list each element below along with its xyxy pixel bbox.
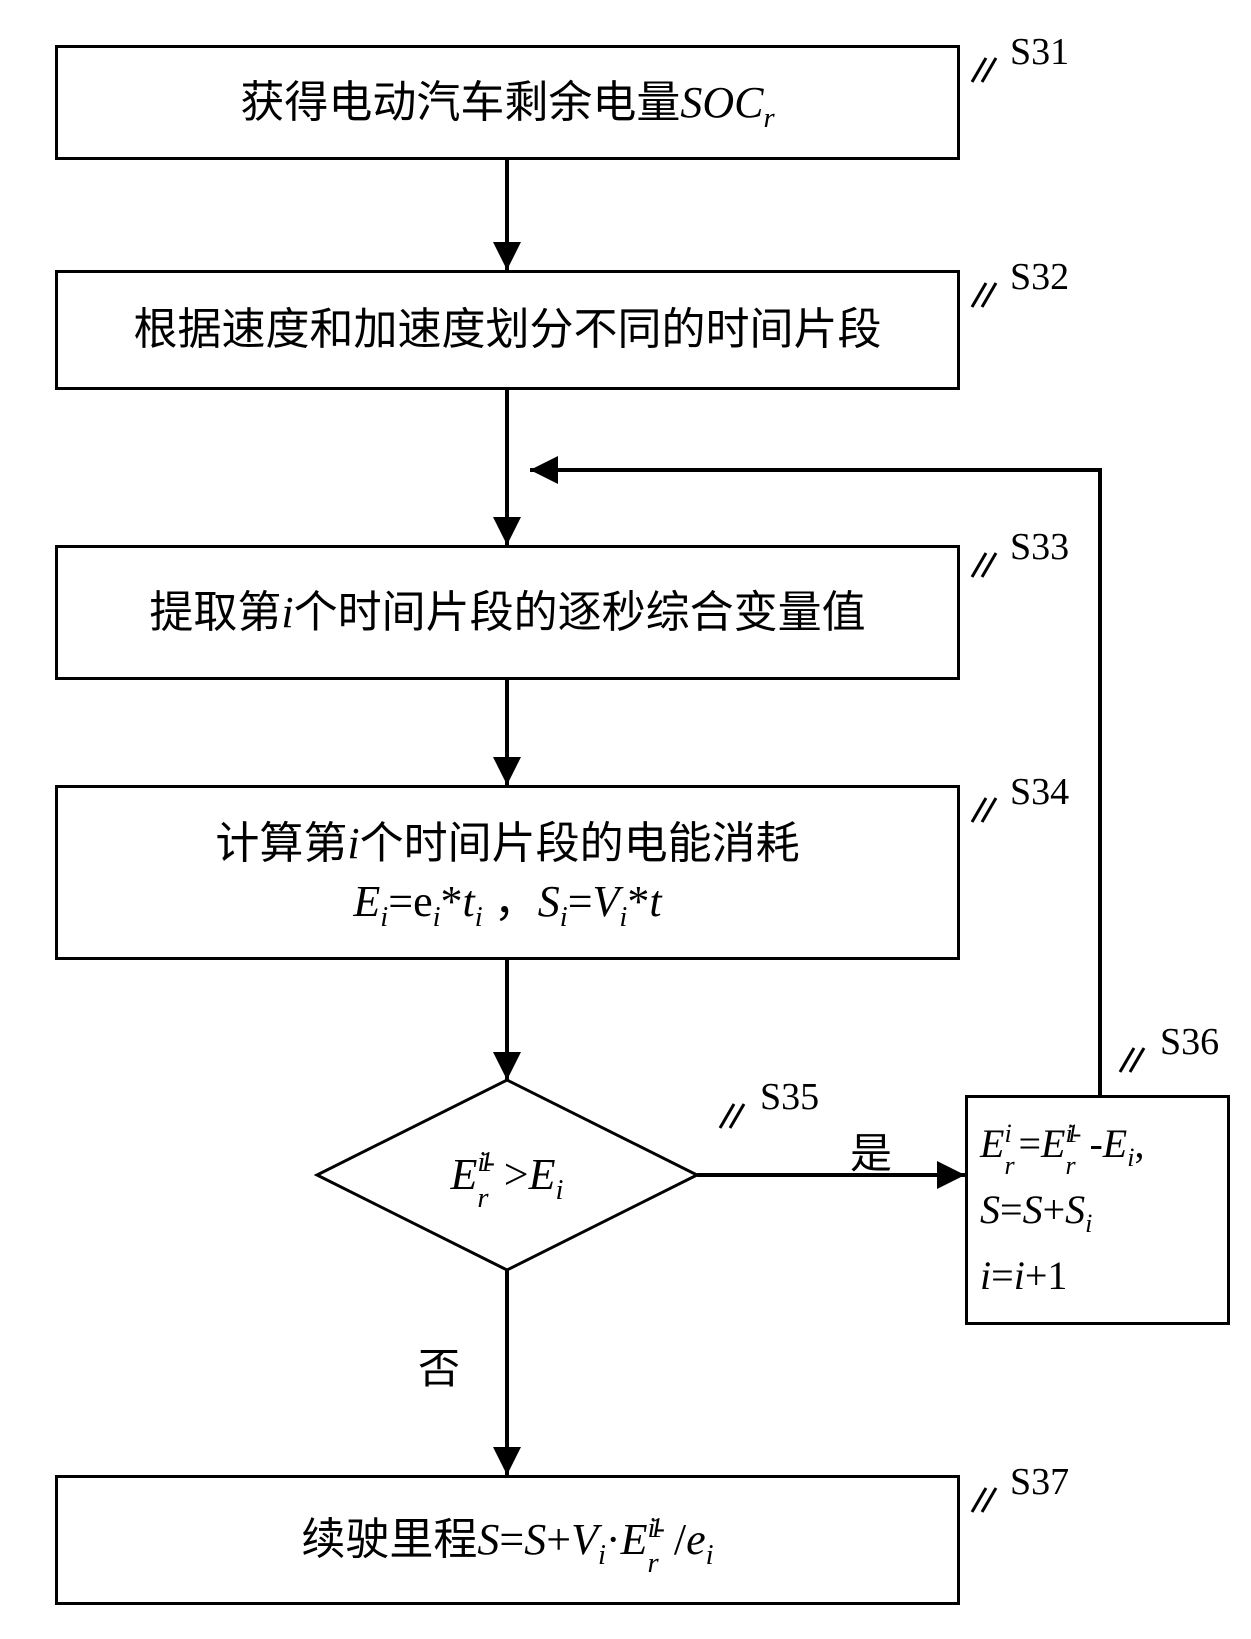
s33-post: 个时间片段的逐秒综合变量值 (294, 588, 866, 637)
label-s32: S32 (1010, 255, 1069, 299)
s36-line3: i=i+1 (980, 1250, 1067, 1302)
s31-var: SOCr (680, 78, 774, 127)
decision-condition: Ei-1r >Ei (387, 1149, 627, 1200)
label-s35: S35 (760, 1075, 819, 1119)
label-s36: S36 (1160, 1020, 1219, 1064)
label-s37: S37 (1010, 1460, 1069, 1504)
s37-formula: S=S+Vi·Ei-1r /ei (477, 1515, 713, 1564)
edge-no-label: 否 (418, 1335, 460, 1396)
s34-formula: Ei=ei*ti ，Si=Vi*t (353, 873, 661, 930)
s33-pre: 提取第 (149, 588, 281, 637)
label-s31: S31 (1010, 30, 1069, 74)
s32-text: 根据速度和加速度划分不同的时间片段 (134, 301, 882, 358)
s34-l1-var: i (347, 819, 359, 868)
s33-var: i (281, 588, 293, 637)
s34-l1-pre: 计算第 (215, 819, 347, 868)
s36-line1: Eir =Ei-1r -Ei, (980, 1118, 1144, 1170)
s31-text: 获得电动汽车剩余电量 (240, 78, 680, 127)
s36-line2: S=S+Si (980, 1184, 1092, 1236)
edge-yes-label: 是 (850, 1120, 892, 1181)
label-s34: S34 (1010, 770, 1069, 814)
step-s32: 根据速度和加速度划分不同的时间片段 (55, 270, 960, 390)
step-s36: Eir =Ei-1r -Ei, S=S+Si i=i+1 (965, 1095, 1230, 1325)
s37-text: 续驶里程 (301, 1515, 477, 1564)
label-s33: S33 (1010, 525, 1069, 569)
step-s31: 获得电动汽车剩余电量SOCr (55, 45, 960, 160)
step-s37: 续驶里程S=S+Vi·Ei-1r /ei (55, 1475, 960, 1605)
step-s34: 计算第i个时间片段的电能消耗 Ei=ei*ti ，Si=Vi*t (55, 785, 960, 960)
step-s33: 提取第i个时间片段的逐秒综合变量值 (55, 545, 960, 680)
s34-l1-post: 个时间片段的电能消耗 (360, 819, 800, 868)
